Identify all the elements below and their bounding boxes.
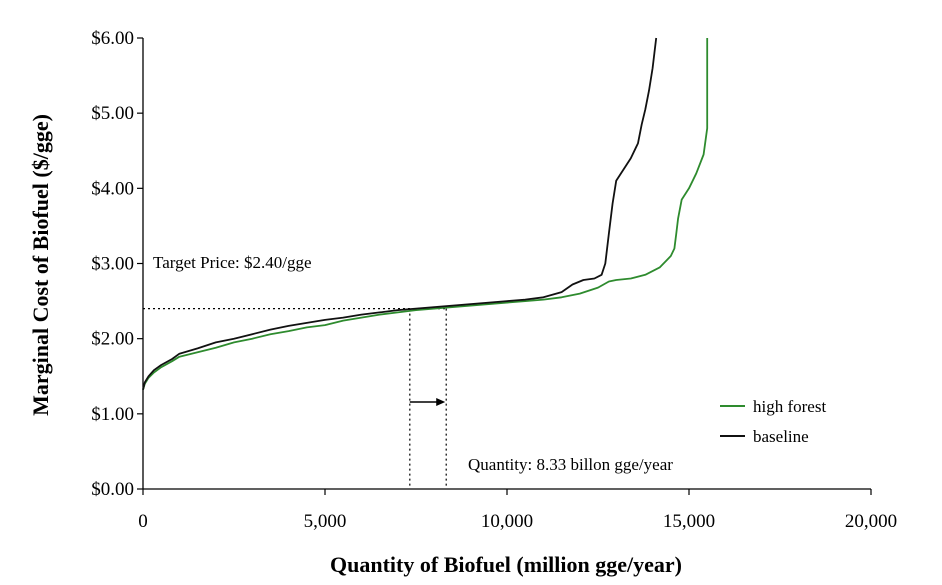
shift-arrow-head <box>436 398 446 406</box>
y-axis-title: Marginal Cost of Biofuel ($/gge) <box>28 114 53 416</box>
x-tick-label: 10,000 <box>481 511 533 532</box>
series-line-baseline <box>142 37 658 391</box>
target-price-annotation: Target Price: $2.40/gge <box>153 253 312 272</box>
series-layer <box>142 37 709 391</box>
legend: high forest baseline <box>720 397 826 446</box>
x-tick-label: 15,000 <box>663 511 715 532</box>
x-tick-label: 5,000 <box>304 511 347 532</box>
annotation-layer: Target Price: $2.40/gge Quantity: 8.33 b… <box>153 253 673 474</box>
y-tick-label: $0.00 <box>91 479 134 500</box>
reference-lines-layer <box>143 308 447 489</box>
x-tick-label: 20,000 <box>845 511 897 532</box>
legend-label-high-forest: high forest <box>753 397 826 416</box>
x-axis-title: Quantity of Biofuel (million gge/year) <box>330 552 682 577</box>
y-tick-label: $6.00 <box>91 28 134 49</box>
quantity-annotation: Quantity: 8.33 billon gge/year <box>468 455 673 474</box>
series-line-high-forest <box>142 38 709 391</box>
y-tick-label: $3.00 <box>91 254 134 275</box>
x-tick-label: 0 <box>138 511 148 532</box>
y-tick-label: $2.00 <box>91 329 134 350</box>
y-tick-label: $1.00 <box>91 404 134 425</box>
ticks-layer: $0.00 $1.00 $2.00 $3.00 $4.00 $5.00 $6.00 0 5,00… <box>91 28 897 532</box>
legend-label-baseline: baseline <box>753 427 809 446</box>
y-tick-label: $5.00 <box>91 103 134 124</box>
y-tick-label: $4.00 <box>91 178 134 199</box>
